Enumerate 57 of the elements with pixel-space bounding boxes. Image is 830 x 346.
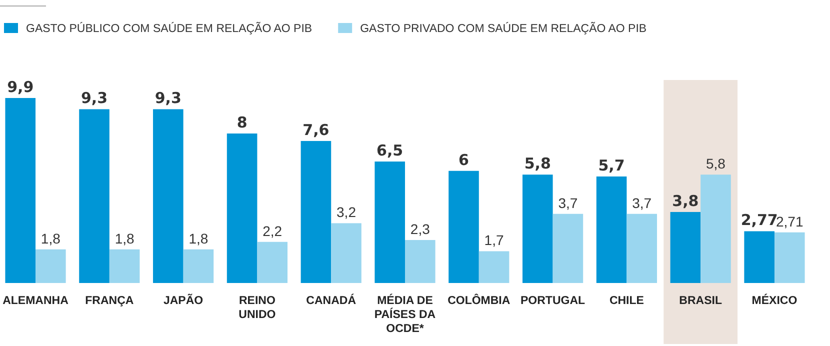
x-tick-label: REINO UNIDO bbox=[238, 295, 276, 321]
bar bbox=[626, 214, 657, 283]
data-label: 2,3 bbox=[410, 221, 430, 238]
bar bbox=[552, 214, 584, 283]
bar bbox=[226, 134, 258, 283]
data-label: 3,8 bbox=[672, 192, 699, 210]
bar bbox=[5, 98, 36, 283]
bar bbox=[448, 170, 479, 283]
bar bbox=[153, 109, 184, 283]
data-label: 1,8 bbox=[114, 230, 134, 246]
bar bbox=[374, 162, 405, 283]
x-tick-label: MÉXICO bbox=[752, 293, 798, 307]
bar bbox=[331, 223, 362, 283]
bar bbox=[79, 109, 110, 283]
bar bbox=[744, 231, 774, 283]
x-tick-label: JAPÃO bbox=[163, 293, 204, 307]
x-tick-label: COLÔMBIA bbox=[448, 293, 510, 307]
x-tick-label: CANADÁ bbox=[306, 293, 356, 307]
data-label: 1,7 bbox=[484, 232, 504, 248]
data-label: 5,7 bbox=[598, 156, 625, 174]
bar bbox=[670, 212, 701, 283]
bar bbox=[774, 232, 805, 283]
x-tick-label: PORTUGAL bbox=[520, 295, 586, 307]
data-label: 2,77 bbox=[740, 211, 778, 230]
bar bbox=[257, 242, 288, 283]
legend-label: GASTO PRIVADO COM SAÚDE EM RELAÇÃO AO PIB bbox=[360, 21, 647, 35]
data-label: 8 bbox=[236, 114, 248, 132]
bar bbox=[478, 251, 510, 283]
x-tick-label: ALEMANHA bbox=[2, 295, 68, 307]
data-label: 9,3 bbox=[80, 89, 108, 108]
data-label: 6 bbox=[458, 150, 469, 169]
bar bbox=[300, 140, 332, 283]
data-label: 7,6 bbox=[302, 120, 330, 139]
data-label: 5,8 bbox=[524, 154, 551, 173]
bar bbox=[405, 240, 436, 283]
x-tick-label: FRANÇA bbox=[85, 295, 134, 307]
legend-label: GASTO PÚBLICO COM SAÚDE EM RELAÇÃO AO PIB bbox=[26, 21, 312, 35]
data-label: 3,7 bbox=[632, 194, 652, 211]
data-label: 1,8 bbox=[188, 230, 208, 246]
data-label: 6,5 bbox=[376, 142, 404, 160]
bar bbox=[596, 176, 627, 283]
data-label: 5,8 bbox=[706, 156, 726, 172]
data-label: 9,3 bbox=[154, 89, 182, 108]
bar bbox=[109, 249, 140, 283]
x-tick-label: CHILE bbox=[609, 295, 644, 307]
bar bbox=[522, 174, 553, 283]
data-label: 1,8 bbox=[40, 230, 61, 246]
x-tick-label: BRASIL bbox=[679, 295, 722, 307]
data-label: 2,71 bbox=[776, 213, 804, 230]
x-tick-label: MÉDIA DE PAÍSES DA OCDE* bbox=[374, 293, 436, 335]
bar bbox=[36, 249, 66, 283]
data-label: 3,2 bbox=[336, 204, 356, 220]
bar bbox=[183, 249, 214, 283]
data-label: 2,2 bbox=[262, 222, 282, 239]
data-label: 9,9 bbox=[7, 78, 34, 96]
data-label: 3,7 bbox=[558, 194, 578, 211]
bar bbox=[700, 174, 731, 283]
